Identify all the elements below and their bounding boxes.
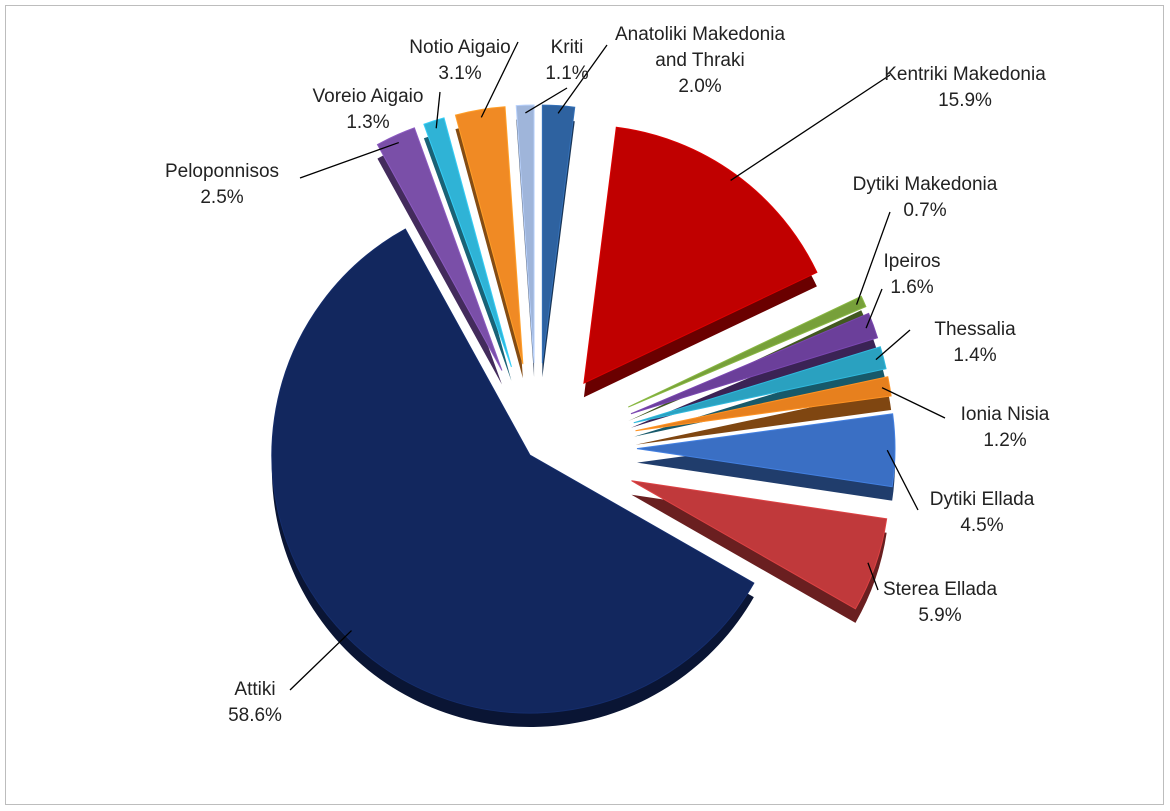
value-label: 0.7%	[903, 200, 947, 221]
category-label: Kriti	[550, 37, 584, 58]
category-label: Peloponnisos	[164, 161, 280, 182]
value-label: 2.0%	[678, 76, 722, 97]
data-label: Thessalia 1.4%	[934, 317, 1015, 369]
data-label: Sterea Ellada 5.9%	[883, 577, 997, 629]
value-label: 1.2%	[983, 430, 1027, 451]
slice-side	[377, 141, 502, 385]
leader-line	[299, 141, 399, 179]
data-label: Ionia Nisia 1.2%	[961, 402, 1050, 454]
slice	[423, 117, 512, 368]
data-label: Anatoliki Makedonia and Thraki 2.0%	[605, 22, 795, 100]
value-label: 1.3%	[346, 112, 390, 133]
value-label: 3.1%	[438, 63, 482, 84]
value-label: 1.4%	[953, 345, 997, 366]
leader-line	[855, 211, 891, 305]
category-label: Notio Aigaio	[409, 37, 511, 58]
slice	[628, 295, 867, 408]
slice	[583, 126, 818, 385]
slice	[541, 104, 576, 364]
value-label: 5.9%	[918, 605, 962, 626]
leader-line	[730, 74, 891, 181]
data-label: Peloponnisos 2.5%	[165, 159, 279, 211]
data-label: Kriti 1.1%	[545, 35, 588, 87]
category-label: Dytiki Makedonia	[852, 174, 998, 195]
slice	[454, 106, 524, 365]
slice	[515, 104, 535, 364]
category-label: Ipeiros	[883, 251, 941, 272]
slice	[635, 376, 892, 432]
category-label: Dytiki Ellada	[929, 489, 1035, 510]
leader-line	[289, 630, 352, 691]
value-label: 1.1%	[545, 63, 589, 84]
leader-line	[865, 288, 883, 329]
data-label: Dytiki Ellada 4.5%	[930, 487, 1035, 539]
data-label: Attiki 58.6%	[228, 677, 282, 729]
slice	[376, 127, 503, 371]
category-label: Attiki	[234, 679, 276, 700]
slice-side	[423, 131, 512, 381]
value-label: 2.5%	[200, 187, 244, 208]
slice	[633, 346, 887, 424]
leader-line	[886, 449, 919, 511]
leader-line	[881, 387, 946, 419]
category-label: Sterea Ellada	[882, 579, 998, 600]
leader-line	[875, 329, 911, 361]
category-label: Thessalia	[934, 319, 1016, 340]
category-label: Voreio Aigaio	[312, 86, 424, 107]
category-label: Anatoliki Makedonia and Thraki	[614, 24, 786, 71]
data-label: Dytiki Makedonia 0.7%	[853, 172, 998, 224]
data-label: Notio Aigaio 3.1%	[409, 35, 510, 87]
leader-line	[557, 44, 608, 114]
category-label: Kentriki Makedonia	[884, 64, 1046, 85]
category-label: Ionia Nisia	[960, 404, 1050, 425]
slice	[631, 480, 888, 610]
slice	[630, 312, 879, 415]
data-label: Ipeiros 1.6%	[883, 249, 940, 301]
value-label: 15.9%	[938, 90, 992, 111]
slice	[636, 413, 896, 488]
leader-line	[435, 91, 441, 129]
value-label: 4.5%	[960, 515, 1004, 536]
data-label: Voreio Aigaio 1.3%	[313, 84, 424, 136]
leader-line	[867, 562, 879, 591]
leader-line	[480, 41, 519, 118]
value-label: 1.6%	[890, 277, 934, 298]
value-label: 58.6%	[228, 705, 282, 726]
leader-line	[525, 87, 568, 114]
data-label: Kentriki Makedonia 15.9%	[884, 62, 1046, 114]
